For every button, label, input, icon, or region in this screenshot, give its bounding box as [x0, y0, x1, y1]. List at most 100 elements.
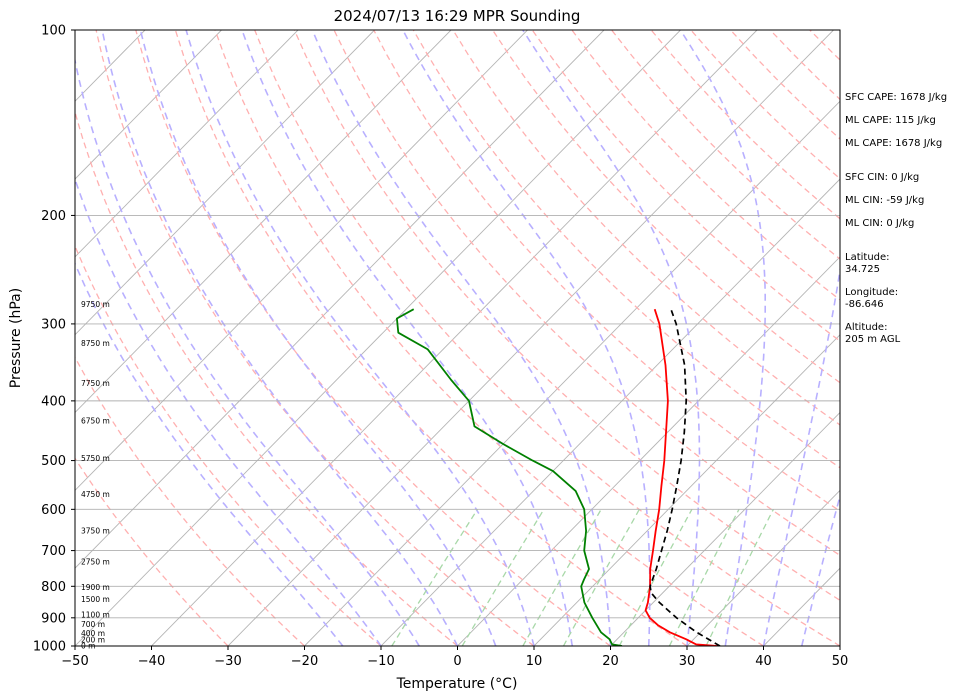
height-label: 5750 m — [81, 454, 110, 463]
dry-adiabat-line — [492, 30, 840, 384]
dry-adiabat-line — [95, 30, 535, 646]
moist-adiabat-line — [762, 265, 840, 646]
altitude-text: Altitude: 205 m AGL — [845, 322, 901, 345]
parcel-path-line — [649, 309, 721, 646]
x-tick-label: −20 — [291, 654, 318, 669]
moist-adiabat-line — [139, 30, 497, 646]
mixing-ratio-line — [562, 508, 640, 646]
y-tick-label: 100 — [41, 24, 66, 39]
isotherm-line — [75, 30, 375, 336]
dry-adiabat-line — [452, 30, 840, 426]
height-label: 3750 m — [81, 527, 110, 536]
y-tick-label: 500 — [41, 454, 66, 469]
y-tick-label: 900 — [41, 611, 66, 626]
x-axis: −50 −40 −30 −20 −10 0 10 20 30 40 50 — [61, 646, 848, 669]
latitude-text: Latitude: 34.725 — [845, 252, 890, 275]
height-label: 1100 m — [81, 610, 110, 619]
moist-adiabat-line — [522, 30, 701, 646]
moist-adiabat-line — [75, 261, 344, 646]
x-tick-label: 10 — [526, 654, 543, 669]
longitude-text: Longitude: -86.646 — [845, 287, 899, 310]
x-tick-label: 50 — [832, 654, 849, 669]
isotherm-line — [686, 489, 840, 646]
isotherm-line — [75, 30, 681, 646]
y-tick-label: 700 — [41, 544, 66, 559]
isotherm-line — [227, 30, 834, 646]
moist-adiabat-line — [679, 30, 766, 646]
background-lines — [75, 30, 840, 646]
mixing-ratio-line — [461, 508, 545, 646]
y-tick-label: 800 — [41, 580, 66, 595]
ml-cape-text-2: ML CAPE: 1678 J/kg — [845, 138, 943, 149]
moist-adiabat-line — [402, 30, 651, 646]
dry-adiabat-line — [214, 30, 764, 646]
dry-adiabat-line — [293, 30, 840, 602]
height-label: 400 m — [81, 629, 105, 638]
x-tick-label: −50 — [61, 654, 88, 669]
moist-adiabat-line — [311, 30, 612, 646]
isotherm-line — [457, 256, 840, 646]
dry-adiabat-line — [531, 30, 840, 342]
sfc-cin-text: SFC CIN: 0 J/kg — [845, 172, 920, 183]
x-tick-label: 0 — [453, 654, 461, 669]
chart-title: 2024/07/13 16:29 MPR Sounding — [334, 7, 581, 25]
y-tick-label: 1000 — [33, 640, 66, 655]
isotherm-line — [75, 30, 605, 569]
isotherm-line — [75, 30, 452, 414]
ml-cin-text: ML CIN: -59 J/kg — [845, 195, 925, 206]
isotherm-line — [75, 30, 222, 180]
moist-adiabat-line — [75, 176, 382, 646]
x-tick-label: 40 — [755, 654, 772, 669]
moist-adiabat-line — [75, 56, 420, 646]
height-label: 8750 m — [81, 339, 110, 348]
height-label: 6750 m — [81, 416, 110, 425]
dry-adiabat-line — [571, 30, 840, 301]
y-axis-label: Pressure (hPa) — [8, 288, 24, 388]
x-tick-label: 30 — [679, 654, 696, 669]
x-tick-label: −40 — [138, 654, 165, 669]
height-label: 9750 m — [81, 300, 110, 309]
dry-adiabat-line — [75, 457, 229, 646]
isotherm-line — [380, 178, 840, 646]
x-tick-label: −10 — [367, 654, 394, 669]
dry-adiabat-line — [75, 356, 305, 646]
isotherm-line — [610, 411, 840, 646]
y-axis: 100 200 300 400 500 600 700 800 900 1000 — [33, 24, 75, 655]
y-tick-label: 400 — [41, 394, 66, 409]
height-label: 7750 m — [81, 379, 110, 388]
mixing-ratio-line — [668, 508, 740, 646]
dewpoint-line — [396, 308, 623, 646]
x-tick-label: 20 — [602, 654, 619, 669]
dry-adiabat-line — [254, 30, 840, 646]
mixing-ratio-line — [705, 509, 774, 646]
height-label: 700 m — [81, 620, 105, 629]
height-label: 200 m — [81, 635, 105, 644]
isotherm-line — [75, 30, 528, 491]
sfc-cape-text: SFC CAPE: 1678 J/kg — [845, 92, 948, 103]
plot-frame — [74, 29, 841, 647]
height-label: 1500 m — [81, 595, 110, 604]
isotherm-line — [75, 30, 299, 258]
mixing-ratio-line — [618, 508, 693, 646]
y-tick-label: 200 — [41, 209, 66, 224]
dry-adiabat-line — [373, 30, 840, 512]
sounding-traces — [396, 308, 721, 646]
mixing-ratio-line — [522, 508, 602, 646]
moist-adiabat-line — [241, 30, 574, 646]
temperature-line — [644, 308, 718, 646]
dry-adiabat-line — [75, 109, 458, 646]
height-label: 0 m — [81, 642, 95, 651]
height-label: 1900 m — [81, 583, 110, 592]
ml-cape-text: ML CAPE: 115 J/kg — [845, 115, 936, 126]
dry-adiabat-line — [75, 244, 382, 646]
dry-adiabat-line — [135, 30, 611, 646]
y-tick-label: 600 — [41, 503, 66, 518]
isotherm-line — [304, 100, 840, 646]
x-axis-label: Temperature (°C) — [396, 676, 518, 692]
moist-adiabat-line — [101, 30, 459, 646]
dry-adiabat-line — [174, 30, 688, 646]
x-tick-label: −30 — [214, 654, 241, 669]
pressure-gridlines — [75, 29, 840, 647]
